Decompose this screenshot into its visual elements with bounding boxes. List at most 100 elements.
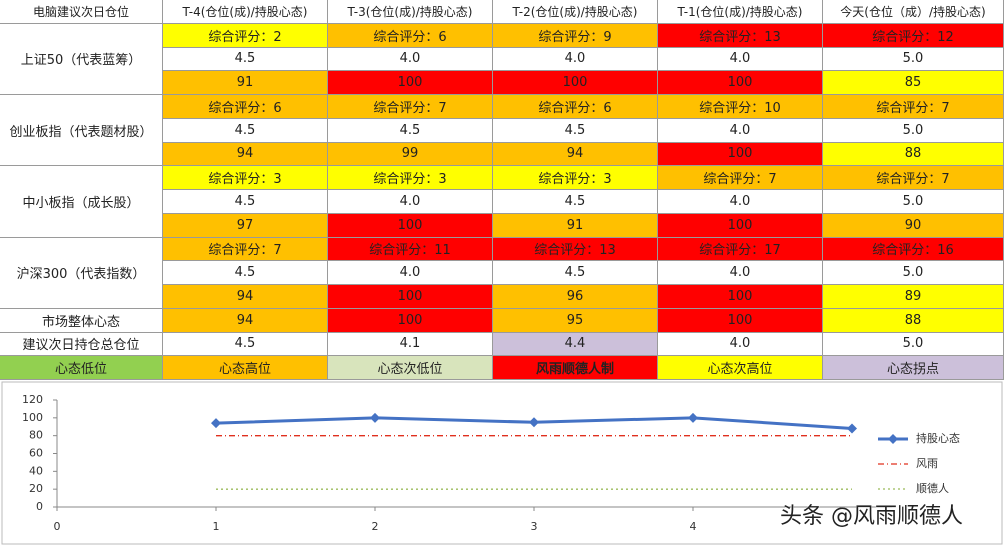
- cell: 综合评分：16: [823, 237, 1004, 262]
- cell: 4.5: [493, 118, 658, 143]
- cell: 综合评分：3: [163, 166, 328, 190]
- cell: 综合评分：12: [823, 23, 1004, 48]
- legend-cell: 心态次低位: [328, 356, 493, 380]
- cell: 综合评分：3: [493, 166, 658, 190]
- cell: 100: [328, 308, 493, 333]
- chart-border: [1, 381, 1003, 545]
- cell: 5.0: [823, 47, 1004, 72]
- cell: 综合评分：7: [328, 95, 493, 119]
- legend-cell: 心态低位: [0, 356, 163, 380]
- cell: 4.0: [658, 190, 823, 214]
- row-label: 市场整体心态: [0, 308, 163, 333]
- cell: 综合评分：7: [658, 166, 823, 190]
- cell: 综合评分：17: [658, 237, 823, 262]
- cell: 94: [163, 142, 328, 167]
- cell: 综合评分：10: [658, 95, 823, 119]
- y-tick-label: 60: [29, 447, 43, 460]
- cell: 100: [328, 213, 493, 238]
- y-tick-label: 20: [29, 482, 43, 495]
- cell: 综合评分：6: [163, 95, 328, 119]
- cell: 95: [493, 308, 658, 333]
- cell: 90: [823, 213, 1004, 238]
- cell: 4.5: [163, 332, 328, 357]
- cell: 4.0: [493, 47, 658, 72]
- cell: 4.0: [658, 261, 823, 285]
- header-cell: T-3(仓位(成)/持股心态): [328, 0, 493, 24]
- cell: 94: [493, 142, 658, 167]
- cell: 100: [658, 71, 823, 95]
- cell: 4.5: [163, 261, 328, 285]
- cell: 91: [163, 71, 328, 95]
- watermark: 头条 @风雨顺德人: [780, 504, 963, 529]
- cell: 94: [163, 308, 328, 333]
- cell: 85: [823, 71, 1004, 95]
- cell: 4.1: [328, 332, 493, 357]
- cell: 88: [823, 142, 1004, 167]
- row-label: 创业板指（代表题材股）: [0, 95, 163, 167]
- cell: 综合评分：6: [328, 23, 493, 48]
- cell: 4.0: [658, 118, 823, 143]
- cell: 4.5: [493, 261, 658, 285]
- cell: 综合评分：2: [163, 23, 328, 48]
- x-tick-label: 0: [54, 520, 61, 533]
- legend-cell: 心态高位: [163, 356, 328, 380]
- point: [211, 418, 221, 429]
- cell: 综合评分：7: [823, 166, 1004, 190]
- y-tick-label: 80: [29, 429, 43, 442]
- cell: 4.5: [328, 118, 493, 143]
- cell: 100: [328, 285, 493, 309]
- cell: 4.0: [328, 190, 493, 214]
- cell: 4.0: [658, 332, 823, 357]
- y-tick-label: 0: [36, 500, 43, 513]
- cell: 4.0: [328, 47, 493, 72]
- cell: 97: [163, 213, 328, 238]
- legend-label: 风雨: [916, 457, 938, 470]
- header-cell: 今天(仓位（成）/持股心态): [823, 0, 1004, 24]
- cell: 4.4: [493, 332, 658, 357]
- cell: 99: [328, 142, 493, 167]
- cell: 综合评分：11: [328, 237, 493, 262]
- x-tick-label: 2: [372, 520, 379, 533]
- row-label: 中小板指（成长股）: [0, 166, 163, 238]
- point: [847, 423, 857, 434]
- header-cell: T-4(仓位(成)/持股心态): [163, 0, 328, 24]
- legend-label: 持股心态: [916, 431, 960, 445]
- cell: 88: [823, 308, 1004, 333]
- cell: 5.0: [823, 190, 1004, 214]
- cell: 综合评分：13: [658, 23, 823, 48]
- cell: 100: [658, 213, 823, 238]
- cell: 91: [493, 213, 658, 238]
- cell: 综合评分：9: [493, 23, 658, 48]
- row-label: 上证50（代表蓝筹）: [0, 23, 163, 95]
- legend-cell: 风雨顺德人制: [493, 356, 658, 380]
- cell: 4.5: [493, 190, 658, 214]
- legend-cell: 心态拐点: [823, 356, 1004, 380]
- cell: 100: [658, 285, 823, 309]
- point: [688, 412, 698, 423]
- cell: 100: [493, 71, 658, 95]
- y-tick-label: 100: [22, 411, 43, 424]
- cell: 96: [493, 285, 658, 309]
- legend-label: 顺德人: [916, 481, 949, 495]
- cell: 5.0: [823, 118, 1004, 143]
- y-tick-label: 120: [22, 393, 43, 406]
- cell: 94: [163, 285, 328, 309]
- cell: 89: [823, 285, 1004, 309]
- x-tick-label: 1: [213, 520, 220, 533]
- header-cell: 电脑建议次日仓位: [0, 0, 163, 24]
- cell: 100: [658, 142, 823, 167]
- cell: 综合评分：7: [163, 237, 328, 262]
- cell: 综合评分：6: [493, 95, 658, 119]
- cell: 5.0: [823, 332, 1004, 357]
- header-cell: T-2(仓位(成)/持股心态): [493, 0, 658, 24]
- legend-marker: [888, 434, 898, 444]
- cell: 5.0: [823, 261, 1004, 285]
- point: [370, 412, 380, 423]
- cell: 100: [328, 71, 493, 95]
- cell: 4.0: [658, 47, 823, 72]
- point: [529, 417, 539, 428]
- cell: 综合评分：3: [328, 166, 493, 190]
- cell: 4.5: [163, 190, 328, 214]
